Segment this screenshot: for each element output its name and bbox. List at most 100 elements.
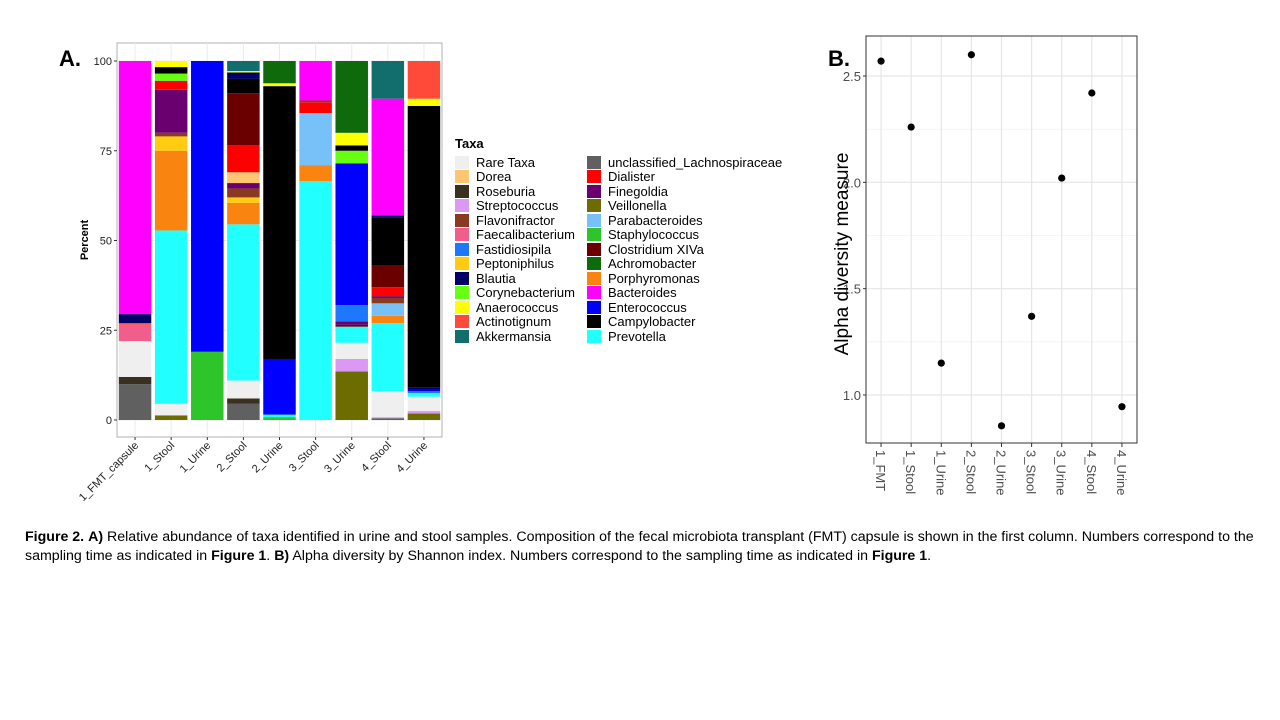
bar-segment [335,305,368,322]
legend-item: Veillonella [587,198,782,214]
bar-segment [227,93,260,146]
bar-segment [227,202,260,225]
data-point [997,422,1006,430]
legend-item: Dorea [455,169,579,184]
bar-segment [335,145,368,151]
bar-segment [263,358,296,415]
legend-label: Streptococcus [476,198,559,214]
bar-segment [154,403,188,416]
bar-segment [263,86,296,359]
bar-segment [407,411,441,414]
bar-segment [191,351,224,420]
bar-segment [263,83,296,87]
legend-item: Flavonifractor [455,213,579,228]
x-tick-label: 1_Urine [933,450,948,496]
legend-item: Streptococcus [455,198,579,214]
bar-segment [299,61,332,101]
legend-item: Campylobacter [587,314,782,329]
bar-segment [407,413,441,420]
bar-segment [118,324,152,342]
bar-segment [227,71,260,73]
legend-label: Porphyromonas [608,270,700,286]
bar-segment [227,78,260,94]
legend-swatch [587,300,601,314]
bar-segment [407,98,441,106]
legend-swatch [455,242,469,256]
legend-item: Peptoniphilus [455,256,579,271]
data-point [877,57,885,65]
x-tick-label: 3_Stool [287,440,322,475]
bar-segment [227,403,260,420]
x-ticks: 1_FMT_capsule 1_Stool 1_Urine 2_Stool 2_Urin… [77,437,430,504]
panel-a-label: A. [59,46,81,71]
legend-column-2: unclassified_Lachnospiraceae Dialister Fin… [587,155,782,344]
legend: Taxa Rare Taxa Dorea Roseburia Streptococcu… [455,136,782,344]
legend-item: Actinotignum [455,314,579,329]
legend-item: Enterococcus [587,300,782,315]
bar-segment [263,414,296,418]
bar-segment [154,230,188,404]
y-tick-label: 2.0 [843,175,861,190]
legend-label: Veillonella [608,198,667,214]
caption-a-label: A) [88,529,104,545]
points [877,51,1126,430]
bar-segment [335,321,368,325]
bar-segment [407,393,441,397]
bar-segment [227,183,260,189]
legend-label: unclassified_Lachnospiraceae [608,154,783,170]
legend-label: Prevotella [608,328,666,344]
panel-b-label: B. [828,46,850,71]
bar-segment [154,132,188,137]
legend-item: Akkermansia [455,329,579,344]
caption-a-end: . [266,548,275,564]
legend-column-1: Rare Taxa Dorea Roseburia Streptococcus Flav… [455,155,579,344]
bar-segment [371,418,405,420]
bar-segment [154,61,188,68]
bar-segment [335,132,368,146]
legend-label: Anaerococcus [476,299,559,315]
x-tick-label: 3_Urine [322,440,358,476]
figure-caption: Figure 2. A) Relative abundance of taxa … [25,528,1265,566]
bar-segment [154,67,188,74]
legend-swatch [587,257,601,271]
legend-swatch [587,242,601,256]
legend-swatch [587,213,601,227]
y-tick-label: 100 [94,56,112,68]
bar-segment [407,61,441,99]
bar-segment [371,98,405,216]
bar-segment [263,61,296,84]
data-point [937,359,945,367]
legend-swatch [587,184,601,198]
legend-item: Faecalibacterium [455,227,579,242]
y-ticks: 1.0 1.5 2.0 2.5 [843,69,866,403]
x-tick-label: 1_FMT [873,450,888,491]
caption-b-text: Alpha diversity by Shannon index. Number… [289,548,872,564]
legend-label: Flavonifractor [476,212,555,228]
legend-swatch [455,170,469,184]
bar-segment [335,342,368,359]
legend-item: Corynebacterium [455,285,579,300]
legend-swatch [455,199,469,213]
bar-segment [118,341,152,377]
legend-item: Blautia [455,271,579,286]
bar-segment [335,324,368,327]
legend-label: Achromobacter [608,256,697,272]
bar-segment [227,188,260,198]
legend-swatch [455,329,469,343]
bar-segment [335,358,368,372]
legend-item: Finegoldia [587,184,782,199]
legend-label: Staphylococcus [608,227,700,243]
bar-segment [371,303,405,316]
legend-item: Dialister [587,169,782,184]
x-tick-label: 2_Urine [250,440,286,476]
caption-b-ref: Figure 1 [871,548,928,564]
bar-segment [335,163,368,306]
bar-segment [299,100,332,103]
bar-segment [299,181,332,420]
legend-item: Achromobacter [587,256,782,272]
bar-segment [299,113,332,166]
caption-figure-label: Figure 2. [25,529,85,545]
legend-label: Rare Taxa [476,154,536,170]
data-point [967,51,975,59]
y-tick-label: 2.5 [843,69,861,84]
